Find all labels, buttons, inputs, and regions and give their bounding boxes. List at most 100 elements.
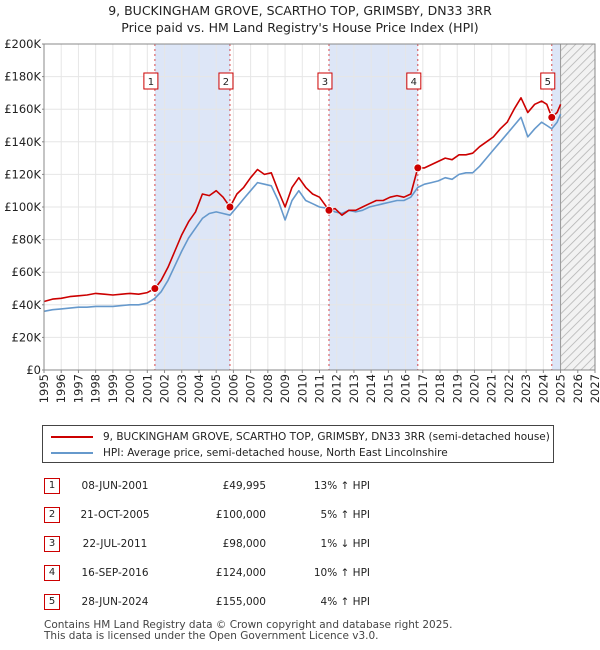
legend-item-hpi: HPI: Average price, semi-detached house,… bbox=[51, 445, 448, 461]
x-tick-label: 2016 bbox=[399, 374, 413, 403]
x-tick-label: 2000 bbox=[123, 374, 137, 403]
x-tick-label: 2011 bbox=[313, 374, 327, 403]
x-tick-label: 2018 bbox=[433, 374, 447, 403]
sale-number-box bbox=[406, 72, 422, 90]
y-tick-label: £160K bbox=[4, 102, 41, 116]
y-tick-label: £80K bbox=[12, 233, 42, 247]
sale-number-label: 5 bbox=[545, 77, 551, 88]
sale-date: 08-JUN-2001 bbox=[81, 480, 149, 492]
sale-row: 5 28-JUN-2024 £155,000 4% ↑ HPI bbox=[0, 594, 600, 612]
x-tick-label: 2010 bbox=[295, 374, 309, 403]
x-tick-label: 2005 bbox=[209, 374, 223, 403]
x-tick-label: 1997 bbox=[71, 374, 85, 403]
sale-point bbox=[225, 202, 235, 212]
sale-number-badge: 1 bbox=[44, 478, 60, 494]
y-tick-label: £60K bbox=[12, 265, 42, 279]
x-tick-label: 2012 bbox=[330, 374, 344, 403]
sale-point bbox=[547, 112, 557, 122]
sale-hpi-change: 13% ↑ HPI bbox=[313, 480, 370, 492]
sale-number-label: 3 bbox=[322, 77, 328, 88]
x-tick-label: 2022 bbox=[502, 374, 516, 403]
sale-hpi-change: 10% ↑ HPI bbox=[313, 567, 370, 579]
x-tick-label: 1998 bbox=[89, 374, 103, 403]
x-tick-label: 2013 bbox=[347, 374, 361, 403]
y-tick-label: £40K bbox=[12, 298, 42, 312]
sale-number-box bbox=[143, 72, 159, 90]
x-tick-label: 2023 bbox=[519, 374, 533, 403]
sale-price: £100,000 bbox=[215, 509, 266, 521]
x-tick-label: 2024 bbox=[536, 374, 550, 403]
x-tick-label: 1995 bbox=[37, 374, 51, 403]
x-tick-label: 2009 bbox=[278, 374, 292, 403]
x-tick-label: 2002 bbox=[158, 374, 172, 403]
sale-number-label: 2 bbox=[223, 77, 229, 88]
sale-price: £124,000 bbox=[215, 567, 266, 579]
sale-number-badge: 4 bbox=[44, 565, 60, 581]
sale-row: 3 22-JUL-2011 £98,000 1% ↓ HPI bbox=[0, 536, 600, 554]
x-tick-label: 2007 bbox=[244, 374, 258, 403]
sale-point bbox=[150, 284, 160, 294]
y-tick-label: £120K bbox=[4, 167, 41, 181]
sale-number-badge: 3 bbox=[44, 536, 60, 552]
legend-swatch-hpi bbox=[51, 452, 93, 454]
sale-price: £98,000 bbox=[222, 538, 266, 550]
x-tick-label: 2017 bbox=[416, 374, 430, 403]
sale-row: 1 08-JUN-2001 £49,995 13% ↑ HPI bbox=[0, 478, 600, 496]
footer-licence: This data is licensed under the Open Gov… bbox=[44, 630, 379, 642]
chart-title: 9, BUCKINGHAM GROVE, SCARTHO TOP, GRIMSB… bbox=[108, 3, 492, 18]
x-tick-label: 2003 bbox=[175, 374, 189, 403]
legend-label-hpi: HPI: Average price, semi-detached house,… bbox=[103, 447, 448, 459]
x-tick-label: 2006 bbox=[226, 374, 240, 403]
sale-number-badge: 2 bbox=[44, 507, 60, 523]
x-tick-label: 2025 bbox=[554, 374, 568, 403]
sale-date: 16-SEP-2016 bbox=[81, 567, 149, 579]
x-tick-label: 2001 bbox=[140, 374, 154, 403]
legend-swatch-property bbox=[51, 436, 93, 438]
x-tick-label: 1996 bbox=[54, 374, 68, 403]
sale-point bbox=[413, 163, 423, 173]
x-tick-label: 2026 bbox=[571, 374, 585, 403]
y-tick-label: £100K bbox=[4, 200, 41, 214]
sale-price: £49,995 bbox=[222, 480, 266, 492]
series-line-hpi bbox=[43, 113, 562, 313]
legend-item-property: 9, BUCKINGHAM GROVE, SCARTHO TOP, GRIMSB… bbox=[51, 429, 550, 445]
legend: 9, BUCKINGHAM GROVE, SCARTHO TOP, GRIMSB… bbox=[42, 425, 554, 463]
sale-row: 4 16-SEP-2016 £124,000 10% ↑ HPI bbox=[0, 565, 600, 583]
x-tick-label: 2020 bbox=[467, 374, 481, 403]
sale-row: 2 21-OCT-2005 £100,000 5% ↑ HPI bbox=[0, 507, 600, 525]
y-tick-label: £200K bbox=[4, 37, 41, 51]
sale-number-label: 4 bbox=[411, 77, 417, 88]
sale-hpi-change: 4% ↑ HPI bbox=[320, 596, 370, 608]
x-tick-label: 2014 bbox=[364, 374, 378, 403]
y-tick-label: £0 bbox=[26, 363, 41, 377]
sale-hpi-change: 5% ↑ HPI bbox=[320, 509, 370, 521]
sale-price: £155,000 bbox=[215, 596, 266, 608]
x-tick-label: 2004 bbox=[192, 374, 206, 403]
x-tick-label: 2015 bbox=[381, 374, 395, 403]
y-tick-label: £180K bbox=[4, 70, 41, 84]
sale-point bbox=[324, 205, 334, 215]
sale-number-box bbox=[540, 72, 556, 90]
sale-number-box bbox=[317, 72, 333, 90]
y-tick-label: £20K bbox=[12, 330, 42, 344]
footer-attribution: Contains HM Land Registry data © Crown c… bbox=[44, 620, 452, 642]
sale-date: 21-OCT-2005 bbox=[80, 509, 150, 521]
x-tick-label: 2019 bbox=[450, 374, 464, 403]
sale-number-label: 1 bbox=[148, 77, 154, 88]
y-tick-label: £140K bbox=[4, 135, 41, 149]
x-tick-label: 2021 bbox=[485, 374, 499, 403]
sale-date: 22-JUL-2011 bbox=[82, 538, 148, 550]
price-chart: 1 2 3 4 5 £0 £20K £40K £60K £80K £100K £120K £140K £… bbox=[4, 37, 600, 403]
sale-number-box bbox=[218, 72, 234, 90]
sale-number-badge: 5 bbox=[44, 594, 60, 610]
sale-date: 28-JUN-2024 bbox=[81, 596, 149, 608]
legend-label-property: 9, BUCKINGHAM GROVE, SCARTHO TOP, GRIMSB… bbox=[103, 431, 550, 443]
x-tick-label: 2008 bbox=[261, 374, 275, 403]
x-tick-label: 1999 bbox=[106, 374, 120, 403]
sale-hpi-change: 1% ↓ HPI bbox=[320, 538, 370, 550]
chart-subtitle: Price paid vs. HM Land Registry's House … bbox=[121, 20, 479, 35]
series-line-property bbox=[43, 97, 562, 303]
footer-copyright: Contains HM Land Registry data © Crown c… bbox=[44, 619, 453, 631]
x-tick-label: 2027 bbox=[588, 374, 600, 403]
forecast-hatch-area bbox=[560, 44, 595, 370]
